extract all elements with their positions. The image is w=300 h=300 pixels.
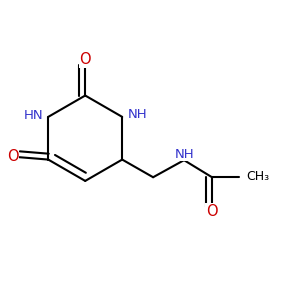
Text: O: O	[80, 52, 91, 68]
Text: HN: HN	[23, 110, 43, 122]
Text: O: O	[206, 204, 218, 219]
Text: NH: NH	[175, 148, 194, 161]
Text: CH₃: CH₃	[247, 170, 270, 183]
Text: NH: NH	[128, 108, 148, 121]
Text: O: O	[7, 149, 19, 164]
